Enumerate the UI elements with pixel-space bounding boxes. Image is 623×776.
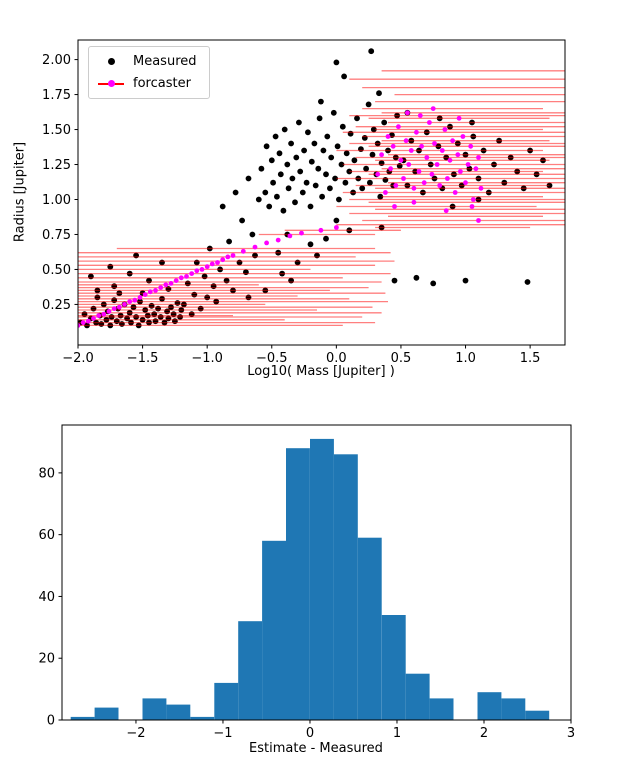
legend-item-measured: Measured [98, 54, 197, 69]
svg-text:1.75: 1.75 [42, 88, 71, 103]
svg-text:2: 2 [480, 726, 488, 741]
svg-text:−1.0: −1.0 [191, 351, 223, 366]
svg-text:−2: −2 [126, 726, 145, 741]
legend-item-forcaster: forcaster [98, 76, 197, 91]
svg-text:3: 3 [567, 726, 575, 741]
measured-marker-icon [107, 58, 115, 65]
svg-text:−1.5: −1.5 [127, 351, 159, 366]
top-ylabel: Radius [Jupiter] [12, 141, 28, 243]
svg-text:0.5: 0.5 [391, 351, 412, 366]
svg-text:1.50: 1.50 [42, 123, 71, 138]
legend-label-forcaster: forcaster [133, 76, 191, 91]
bottom-xlabel: Estimate - Measured [249, 741, 383, 756]
svg-text:0.75: 0.75 [42, 228, 71, 243]
svg-text:1.5: 1.5 [520, 351, 541, 366]
svg-text:60: 60 [38, 528, 55, 543]
forcaster-marker-icon [107, 80, 115, 87]
svg-text:80: 80 [38, 466, 55, 481]
svg-text:−0.5: −0.5 [256, 351, 288, 366]
svg-text:0.50: 0.50 [42, 263, 71, 278]
forcaster-handle [98, 79, 124, 89]
top-xlabel: Log10( Mass [Jupiter] ) [247, 364, 395, 379]
svg-text:0: 0 [306, 726, 314, 741]
svg-text:40: 40 [38, 590, 55, 605]
svg-text:0: 0 [47, 714, 55, 729]
measured-handle [98, 57, 124, 67]
svg-text:20: 20 [38, 652, 55, 667]
svg-text:1.0: 1.0 [455, 351, 476, 366]
svg-text:1.25: 1.25 [42, 158, 71, 173]
svg-text:−1: −1 [213, 726, 232, 741]
svg-text:−2.0: −2.0 [62, 351, 94, 366]
svg-text:2.00: 2.00 [42, 53, 71, 68]
svg-text:1.00: 1.00 [42, 193, 71, 208]
svg-text:1: 1 [393, 726, 401, 741]
legend-label-measured: Measured [133, 54, 197, 69]
svg-text:0.0: 0.0 [326, 351, 347, 366]
legend: Measured forcaster [88, 46, 210, 99]
svg-text:0.25: 0.25 [42, 298, 71, 313]
